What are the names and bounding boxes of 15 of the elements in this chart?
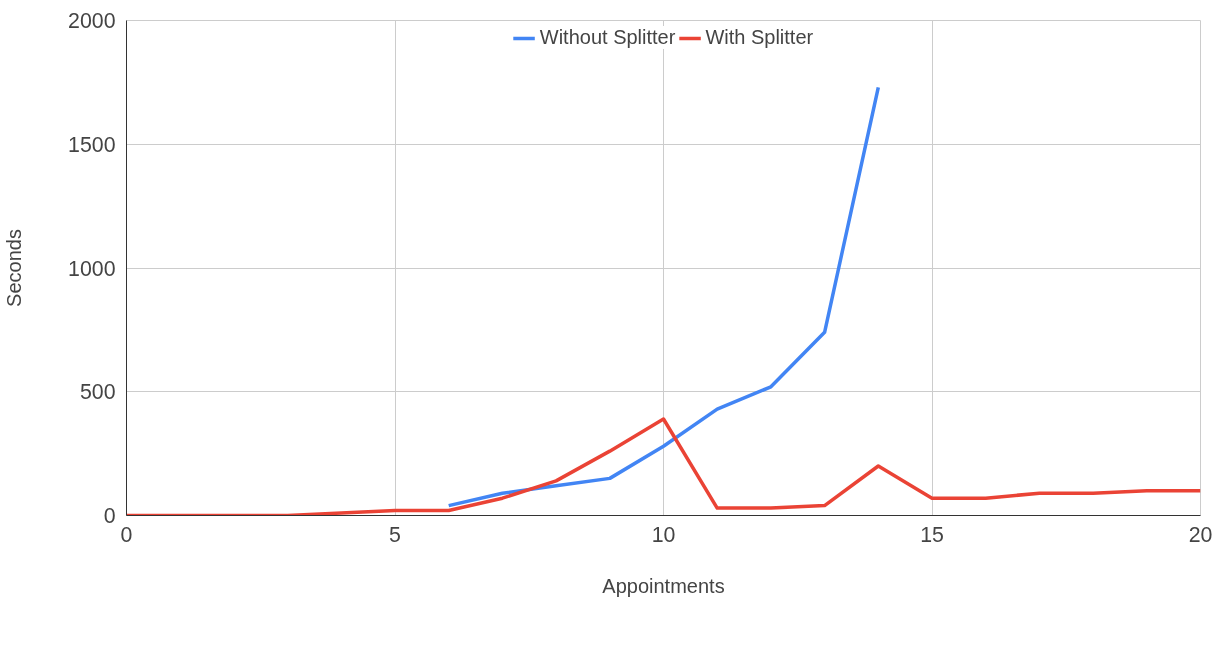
y-tick-label: 2000	[68, 9, 116, 33]
x-tick-label: 5	[389, 522, 401, 547]
x-axis-title: Appointments	[602, 574, 725, 597]
legend-label: With Splitter	[705, 26, 814, 49]
y-tick-label: 500	[79, 380, 116, 405]
y-axis-title: Seconds	[3, 229, 26, 307]
y-tick-label: 1000	[68, 256, 116, 281]
y-tick-label: 0	[103, 504, 116, 528]
legend-label: Without Splitter	[539, 26, 676, 49]
line-series	[446, 85, 881, 508]
x-tick-label: 0	[120, 522, 133, 547]
x-tick-label: 10	[651, 522, 676, 547]
y-tick-label: 1500	[68, 132, 116, 157]
x-tick-label: 15	[920, 522, 944, 547]
x-tick-label: 20	[1188, 522, 1213, 547]
